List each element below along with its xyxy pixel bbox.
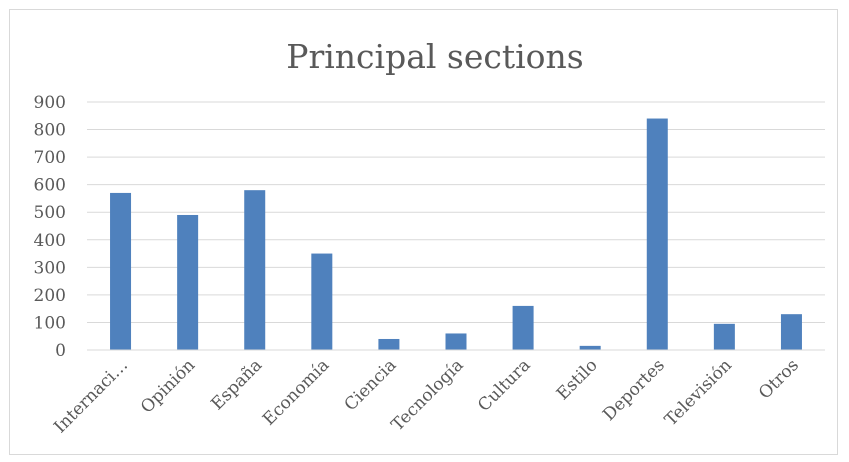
- bar-5: [445, 333, 467, 350]
- bar-9: [713, 323, 735, 350]
- x-tick-label: Ciencia: [341, 355, 401, 415]
- x-tick-label: Cultura: [474, 355, 534, 415]
- y-tick-label: 400: [34, 231, 66, 251]
- bar-4: [378, 338, 400, 350]
- bar-1: [177, 214, 199, 350]
- bar-10: [780, 314, 802, 350]
- x-tick-label: Tecnología: [388, 355, 468, 435]
- y-tick-label: 900: [34, 93, 66, 113]
- bar-8: [646, 118, 668, 351]
- bar-7: [579, 345, 601, 350]
- y-tick-label: 100: [34, 313, 66, 333]
- bar-6: [512, 305, 534, 350]
- y-tick-label: 300: [34, 258, 66, 278]
- bar-0: [110, 192, 132, 350]
- x-tick-label: España: [207, 355, 266, 414]
- gridlines: [87, 101, 825, 323]
- x-tick-label: Opinión: [137, 355, 199, 417]
- chart-frame: [9, 9, 838, 455]
- bar-2: [244, 190, 266, 350]
- x-tick-label: Estilo: [553, 355, 602, 404]
- x-tick-label: Otros: [755, 355, 803, 403]
- x-tick-label: Internaci…: [50, 355, 132, 437]
- x-tick-label: Economía: [259, 355, 333, 429]
- x-tick-label: Deportes: [599, 355, 669, 425]
- y-tick-label: 600: [34, 176, 66, 196]
- bars: [110, 118, 802, 351]
- y-tick-label: 500: [34, 203, 66, 223]
- bar-3: [311, 253, 333, 350]
- y-axis-ticks: 0 100 200 300 400 500 600 700 800 900: [34, 93, 66, 361]
- x-tick-label: Televisión: [661, 355, 736, 430]
- y-tick-label: 0: [55, 341, 66, 361]
- y-tick-label: 800: [34, 121, 66, 141]
- y-tick-label: 200: [34, 286, 66, 306]
- chart-title: Principal sections: [286, 37, 583, 76]
- y-tick-label: 700: [34, 148, 66, 168]
